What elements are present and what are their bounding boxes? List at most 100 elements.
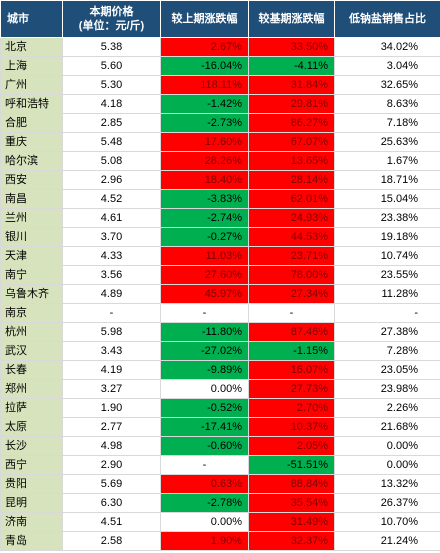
city-cell: 天津 [0,246,63,266]
mom-change-cell: -11.80% [160,322,249,342]
yoy-change-cell: 16.07% [248,360,335,380]
header-row: 城市 本期价格 (单位：元/斤) 较上期涨跌幅 较基期涨跌幅 低钠盐销售占比 [0,0,440,38]
price-cell: 4.33 [62,246,161,266]
yoy-change-cell: 10.37% [248,417,335,437]
city-cell: 昆明 [0,493,63,513]
yoy-change-cell: -4.11% [248,56,335,76]
mom-change-cell: 0.63% [160,474,249,494]
mom-change-cell: 27.60% [160,265,249,285]
city-cell: 长沙 [0,436,63,456]
mom-change-cell: -0.27% [160,227,249,247]
mom-change-cell: -0.60% [160,436,249,456]
yoy-change-cell: 28.14% [248,170,335,190]
share-cell: 32.65% [334,75,440,95]
share-cell: 10.74% [334,246,440,266]
price-cell: 3.56 [62,265,161,285]
city-cell: 乌鲁木齐 [0,284,63,304]
header-share: 低钠盐销售占比 [334,0,440,38]
price-cell: 4.61 [62,208,161,228]
share-cell: 23.55% [334,265,440,285]
yoy-change-cell: -51.51% [248,455,335,475]
table-row: 南宁 3.56 27.60% 78.00% 23.55% [0,265,440,285]
city-cell: 贵阳 [0,474,63,494]
price-cell: 2.77 [62,417,161,437]
city-cell: 上海 [0,56,63,76]
share-cell: 34.02% [334,37,440,57]
share-cell: 23.98% [334,379,440,399]
table-header: 城市 本期价格 (单位：元/斤) 较上期涨跌幅 较基期涨跌幅 低钠盐销售占比 [0,0,440,38]
table-row: 昆明 6.30 -2.78% 35.54% 26.37% [0,493,440,513]
table-body: 北京 5.38 2.67% 33.50% 34.02% 上海 5.60 -16.04% -4.1… [0,37,440,551]
header-city: 城市 [0,0,63,38]
mom-change-cell: 0.00% [160,379,249,399]
mom-change-cell: -2.73% [160,113,249,133]
mom-change-cell: 1.90% [160,531,249,551]
share-cell: 0.00% [334,436,440,456]
yoy-change-cell: 29.81% [248,94,335,114]
share-cell: 27.38% [334,322,440,342]
share-cell: 21.24% [334,531,440,551]
yoy-change-cell: 23.71% [248,246,335,266]
yoy-change-cell: 33.50% [248,37,335,57]
table-row: 长沙 4.98 -0.60% 2.05% 0.00% [0,436,440,456]
price-cell: 2.58 [62,531,161,551]
table-row: 济南 4.51 0.00% 31.49% 10.70% [0,512,440,532]
table-row: 拉萨 1.90 -0.52% 2.70% 2.26% [0,398,440,418]
price-cell: 4.51 [62,512,161,532]
header-yoy: 较基期涨跌幅 [248,0,335,38]
price-cell: 6.30 [62,493,161,513]
city-cell: 杭州 [0,322,63,342]
city-cell: 郑州 [0,379,63,399]
table-row: 太原 2.77 -17.41% 10.37% 21.68% [0,417,440,437]
share-cell: 23.05% [334,360,440,380]
table-row: 北京 5.38 2.67% 33.50% 34.02% [0,37,440,57]
city-cell: 西宁 [0,455,63,475]
city-cell: 长春 [0,360,63,380]
header-price-line2: (单位：元/斤) [78,20,145,32]
mom-change-cell: 28.26% [160,151,249,171]
mom-change-cell: 45.97% [160,284,249,304]
share-cell: 18.71% [334,170,440,190]
share-cell: 0.00% [334,455,440,475]
price-cell: 5.30 [62,75,161,95]
share-cell: 1.67% [334,151,440,171]
share-cell: 15.04% [334,189,440,209]
yoy-change-cell: 44.53% [248,227,335,247]
price-cell: 3.27 [62,379,161,399]
share-cell: 11.28% [334,284,440,304]
yoy-change-cell: - [248,303,335,323]
price-cell: 4.52 [62,189,161,209]
yoy-change-cell: 86.27% [248,113,335,133]
mom-change-cell: -9.89% [160,360,249,380]
city-cell: 呼和浩特 [0,94,63,114]
mom-change-cell: 18.40% [160,170,249,190]
price-cell: 4.98 [62,436,161,456]
yoy-change-cell: 62.01% [248,189,335,209]
price-cell: 2.85 [62,113,161,133]
city-cell: 青岛 [0,531,63,551]
table-row: 呼和浩特 4.18 -1.42% 29.81% 8.63% [0,94,440,114]
share-cell: 13.32% [334,474,440,494]
mom-change-cell: 11.03% [160,246,249,266]
price-cell: 5.48 [62,132,161,152]
mom-change-cell: - [160,303,249,323]
share-cell: 10.70% [334,512,440,532]
table-row: 乌鲁木齐 4.89 45.97% 27.34% 11.28% [0,284,440,304]
city-cell: 南宁 [0,265,63,285]
mom-change-cell: -0.52% [160,398,249,418]
share-cell: - [334,303,440,323]
share-cell: 19.18% [334,227,440,247]
city-cell: 济南 [0,512,63,532]
city-cell: 南京 [0,303,63,323]
price-cell: 2.90 [62,455,161,475]
mom-change-cell: 2.67% [160,37,249,57]
mom-change-cell: - [160,455,249,475]
yoy-change-cell: 32.37% [248,531,335,551]
price-cell: 3.70 [62,227,161,247]
share-cell: 2.26% [334,398,440,418]
price-cell: 1.90 [62,398,161,418]
yoy-change-cell: 31.49% [248,512,335,532]
share-cell: 7.28% [334,341,440,361]
table-row: 贵阳 5.69 0.63% 88.84% 13.32% [0,474,440,494]
yoy-change-cell: 87.46% [248,322,335,342]
